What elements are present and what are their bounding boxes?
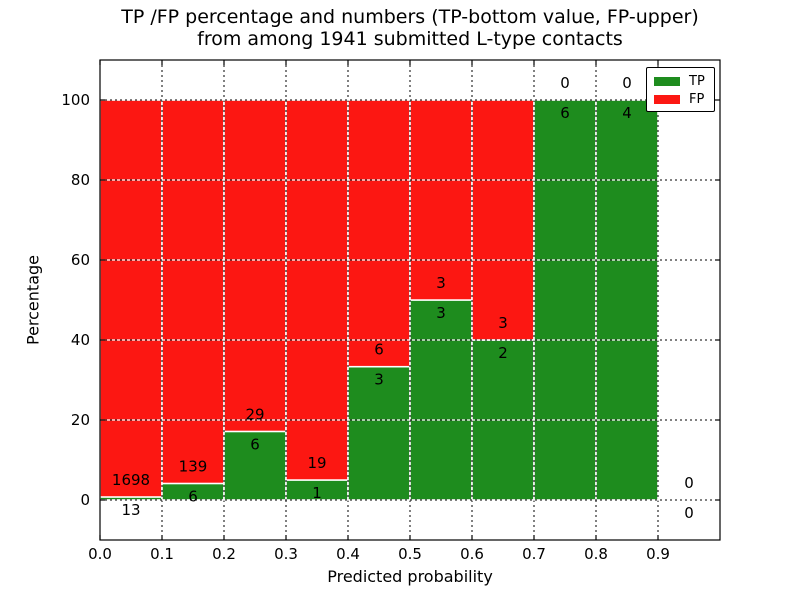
y-tick-label: 60 — [71, 251, 90, 269]
x-tick-label: 0.5 — [398, 545, 422, 563]
x-tick-label: 0.8 — [584, 545, 608, 563]
legend-entry-fp: FP — [654, 90, 714, 108]
fp-count-label: 3 — [436, 274, 446, 292]
tp-count-label: 6 — [560, 104, 570, 122]
x-axis-label: Predicted probability — [327, 567, 493, 586]
x-tick-label: 0.0 — [88, 545, 112, 563]
tp-count-label: 1 — [312, 484, 322, 502]
x-tick-label: 0.7 — [522, 545, 546, 563]
chart-title-line1: TP /FP percentage and numbers (TP-bottom… — [121, 6, 699, 28]
chart-title: TP /FP percentage and numbers (TP-bottom… — [90, 6, 730, 50]
tp-count-label: 6 — [250, 435, 260, 453]
x-tick-label: 0.2 — [212, 545, 236, 563]
x-tick-label: 0.6 — [460, 545, 484, 563]
fp-bar — [347, 99, 411, 368]
fp-count-label: 1698 — [112, 471, 150, 489]
fp-count-label: 139 — [179, 457, 208, 475]
x-tick-label: 0.1 — [150, 545, 174, 563]
tp-count-label: 6 — [188, 487, 198, 505]
x-tick-label: 0.9 — [646, 545, 670, 563]
fp-count-label: 29 — [245, 405, 264, 423]
y-tick-label: 0 — [80, 491, 90, 509]
tp-bar — [409, 299, 473, 501]
legend: TP FP — [646, 67, 715, 112]
fp-bar — [223, 99, 287, 433]
tp-count-label: 3 — [436, 304, 446, 322]
fp-count-label: 0 — [622, 74, 632, 92]
y-axis-label: Percentage — [23, 254, 43, 346]
fp-legend-label: FP — [689, 91, 705, 107]
y-tick-label: 40 — [71, 331, 90, 349]
y-tick-label: 100 — [61, 91, 90, 109]
tp-legend-label: TP — [689, 73, 705, 89]
fp-bar — [409, 99, 473, 301]
tp-count-label: 0 — [684, 504, 694, 522]
tp-bar — [533, 99, 597, 501]
y-tick-label: 20 — [71, 411, 90, 429]
fp-bar — [285, 99, 349, 481]
fp-count-label: 0 — [684, 474, 694, 492]
fp-count-label: 6 — [374, 341, 384, 359]
tp-count-label: 2 — [498, 344, 508, 362]
tp-count-label: 13 — [121, 501, 140, 519]
fp-legend-swatch — [654, 94, 680, 104]
tp-legend-swatch — [654, 76, 680, 86]
fp-count-label: 0 — [560, 74, 570, 92]
tp-count-label: 4 — [622, 104, 632, 122]
x-tick-label: 0.4 — [336, 545, 360, 563]
y-tick-label: 80 — [71, 171, 90, 189]
chart-title-line2: from among 1941 submitted L-type contact… — [197, 28, 623, 50]
x-tick-label: 0.3 — [274, 545, 298, 563]
fp-bar — [99, 99, 163, 498]
tp-count-label: 3 — [374, 371, 384, 389]
fp-bar — [471, 99, 535, 341]
tp-bar — [595, 99, 659, 501]
fp-bar — [161, 99, 225, 485]
fp-count-label: 19 — [307, 454, 326, 472]
fp-count-label: 3 — [498, 314, 508, 332]
legend-entry-tp: TP — [654, 72, 714, 90]
